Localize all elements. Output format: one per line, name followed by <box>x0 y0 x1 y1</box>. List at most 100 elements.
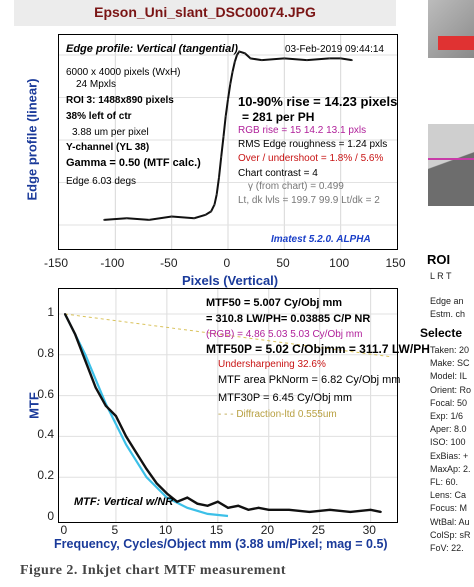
light-dark-levels: Lt, dk lvls = 199.7 99.9 Lt/dk = 2 <box>238 195 380 206</box>
mtf-point <box>145 468 148 471</box>
mtf-point <box>94 386 97 389</box>
exif-item: ISO: 100 <box>430 437 466 448</box>
mtf-x-tick-4: 20 <box>260 523 275 537</box>
edge-profile-point <box>213 203 216 206</box>
edge-profile-point <box>229 83 232 85</box>
mtf-y-tick-0: 0 <box>47 509 54 523</box>
exif-item: WtBal: Au <box>430 516 470 527</box>
rise-value: 10-90% rise = 14.23 pixels <box>238 94 398 109</box>
mtf-diffraction-line <box>64 313 392 358</box>
gamma-from-chart: γ (from chart) = 0.499 <box>248 181 344 192</box>
mtf30p-value: MTF30P = 6.45 Cy/Obj mm <box>218 392 352 404</box>
info-mpxls: 24 Mpxls <box>76 79 117 90</box>
window-title: Epson_Uni_slant_DSC00074.JPG <box>94 4 316 20</box>
mtf50-rgb: (RGB) = 4.86 5.03 5.03 Cy/Obj mm <box>206 329 363 340</box>
mtf-x-tick-1: 5 <box>111 523 119 537</box>
edge-x-tick-1: -100 <box>100 256 125 270</box>
edge-profile-point <box>339 57 342 60</box>
title-bar <box>14 0 396 26</box>
exif-item: FL: 60. <box>430 477 459 487</box>
mtf-y-tick-1: 0.2 <box>37 468 54 483</box>
mtf-model-line <box>64 313 229 518</box>
mtf-panel-label: MTF: Vertical w/NR <box>74 496 174 508</box>
exif-item: Focus: M <box>430 503 468 514</box>
mtf-point <box>308 510 311 513</box>
mtf-y-tick-3: 0.6 <box>37 386 54 401</box>
mtf-point <box>206 504 209 507</box>
mtf-point <box>176 500 179 503</box>
edge-x-tick-6: 150 <box>385 256 406 270</box>
edge-x-axis-label: Pixels (Vertical) <box>182 273 279 288</box>
undersharpening: Undersharpening 32.6% <box>218 359 326 370</box>
info-roi: ROI 3: 1488x890 pixels <box>66 95 174 106</box>
mtf-x-tick-5: 25 <box>311 523 326 537</box>
exif-item: Lens: Ca <box>430 490 467 501</box>
edge-x-tick-0: -150 <box>44 256 69 270</box>
exif-item: MaxAp: 2. <box>430 463 471 474</box>
edge-profile-point <box>236 54 238 56</box>
mtf-point <box>196 502 199 505</box>
mtf-point <box>64 313 66 315</box>
mtf-point <box>257 506 260 509</box>
mtf-y-tick-4: 0.8 <box>37 345 54 360</box>
exif-item: Exp: 1/6 <box>430 411 464 421</box>
mtf-x-tick-3: 15 <box>209 523 224 537</box>
mtf-point <box>186 496 189 499</box>
edge-angle-label: Edge an <box>430 296 464 306</box>
overshoot: Over / undershoot = 1.8% / 5.6% <box>238 153 384 164</box>
edge-profile-point <box>204 213 207 216</box>
mtf50-lwph: = 310.8 LW/PH= 0.03885 C/P NR <box>206 313 371 325</box>
mtf-x-tick-6: 30 <box>362 523 376 537</box>
mtf-point <box>267 508 270 511</box>
selected-heading: Selecte <box>420 326 463 340</box>
edge-x-tick-2: -50 <box>160 256 178 270</box>
estimated-chart-label: Estm. ch <box>430 309 466 319</box>
diffraction-legend: - - - Diffraction-ltd 0.555um <box>218 409 337 420</box>
edge-profile-point <box>170 215 173 218</box>
mtf-point <box>165 492 168 495</box>
edge-profile-point <box>238 50 241 53</box>
mtf-canvas <box>59 289 397 522</box>
imatest-version: Imatest 5.2.0. ALPHA <box>271 234 371 245</box>
edge-profile-canvas <box>59 35 397 249</box>
edge-profile-point <box>210 210 213 213</box>
mtf-point <box>288 508 291 511</box>
edge-profile-point <box>244 52 246 55</box>
mtf-point <box>247 508 250 511</box>
exif-item: FoV: 22. <box>430 543 464 553</box>
rgb-rise: RGB rise = 15 14.2 13.1 pxls <box>238 125 367 136</box>
figure-caption: Figure 2. Inkjet chart MTF measurement <box>20 563 287 578</box>
info-position: 38% left of ctr <box>66 111 132 122</box>
mtf-x-axis-label: Frequency, Cycles/Object mm (3.88 um/Pix… <box>54 537 388 551</box>
mtf-area: MTF area PkNorm = 6.82 Cy/Obj mm <box>218 374 401 386</box>
edge-profile-point <box>222 135 225 138</box>
edge-y-axis-label: Edge profile (linear) <box>24 78 40 201</box>
info-resolution: 6000 x 4000 pixels (WxH) <box>66 67 181 78</box>
mtf-point <box>104 404 107 407</box>
mtf-x-tick-2: 10 <box>158 523 173 537</box>
edge-profile-point <box>193 217 196 220</box>
mtf-point <box>84 359 87 362</box>
thumbnail-marker <box>438 36 474 50</box>
mtf-y-tick-5: 1 <box>47 305 54 319</box>
exif-item: Taken: 20 <box>430 345 470 355</box>
roi-heading: ROI <box>427 252 451 267</box>
edge-profile-point <box>148 219 151 221</box>
mtf-point <box>216 500 219 503</box>
mtf-point <box>328 508 331 511</box>
edge-x-tick-3: 0 <box>223 256 231 270</box>
edge-profile-point <box>231 71 234 73</box>
edge-profile-plot <box>58 34 398 250</box>
edge-profile-point <box>249 57 252 60</box>
edge-panel-title: Edge profile: Vertical (tangential) <box>66 43 238 55</box>
right-thumbnail-mid <box>428 124 474 206</box>
mtf-point <box>114 415 117 417</box>
edge-profile-point <box>233 60 236 63</box>
mtf-point <box>74 333 77 336</box>
exif-item: Aper: 8.0 <box>430 424 467 435</box>
edge-profile-point <box>218 176 220 179</box>
edge-profile-point <box>220 156 223 158</box>
mtf-point <box>155 482 158 485</box>
edge-profile-point <box>125 217 128 220</box>
edge-profile-point <box>103 219 105 221</box>
